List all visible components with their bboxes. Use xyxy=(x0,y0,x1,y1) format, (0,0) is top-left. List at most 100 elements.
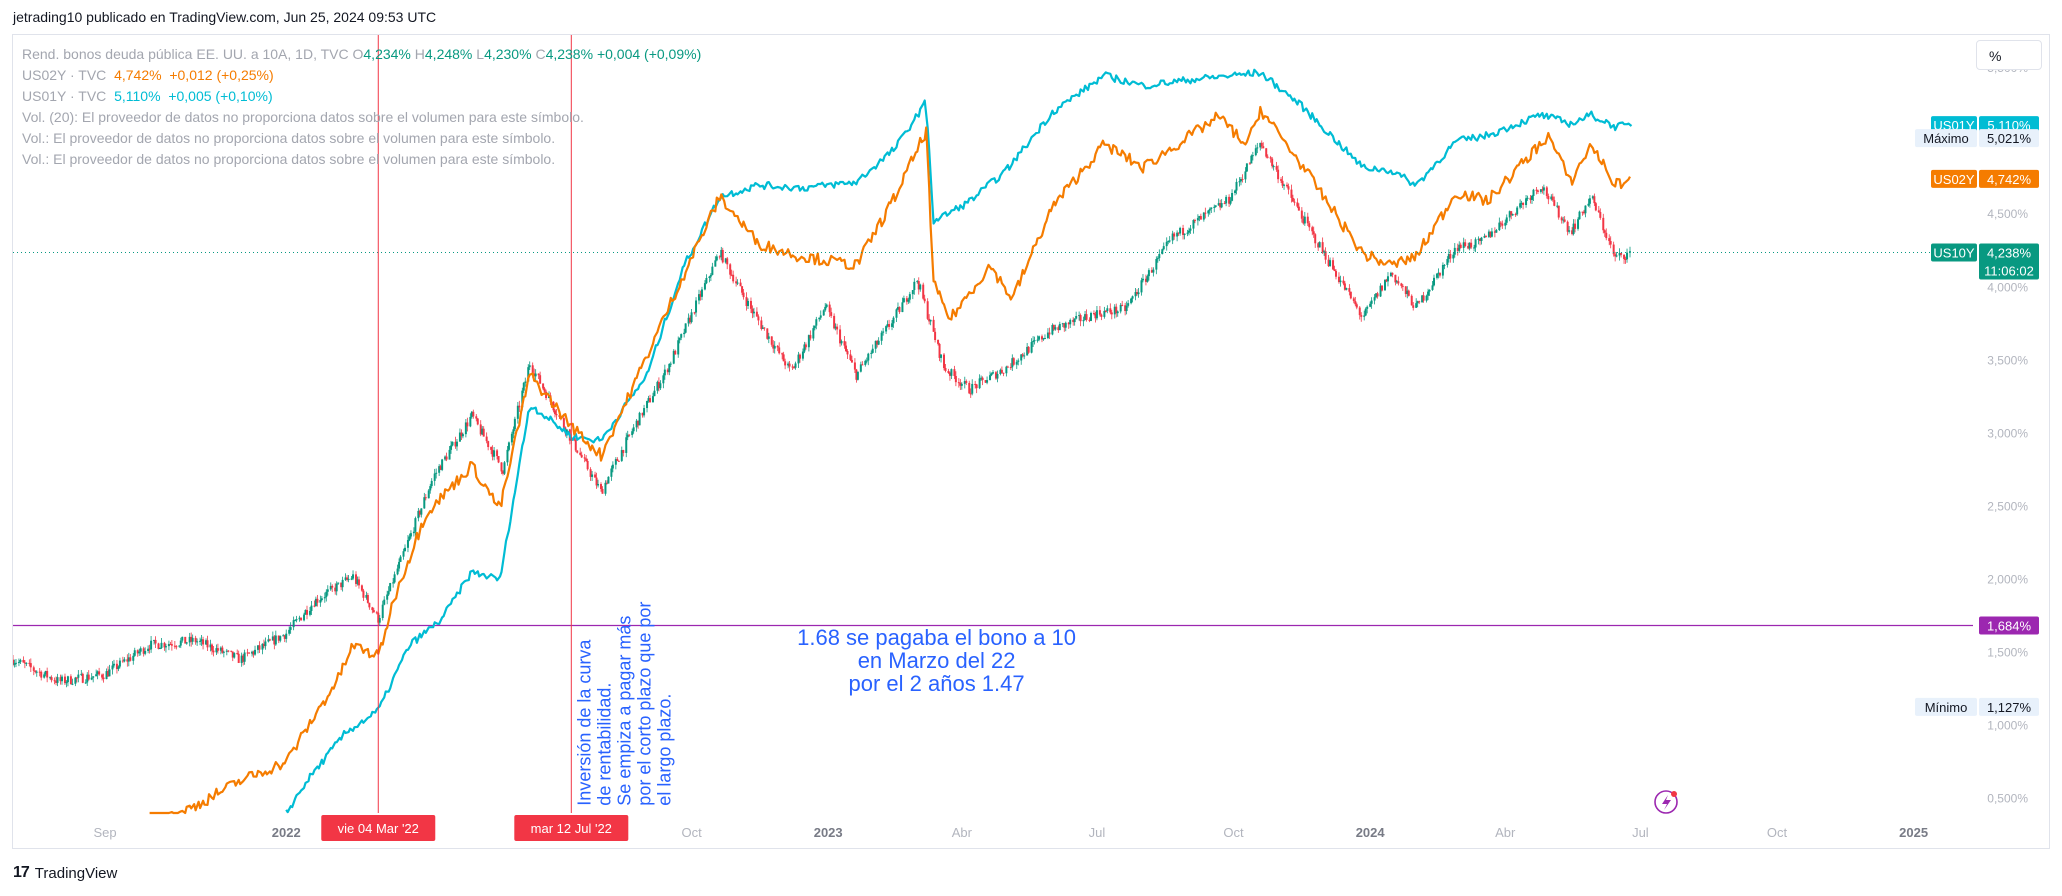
candle-body xyxy=(1281,180,1284,186)
candle-body xyxy=(233,653,236,658)
us10y-candle xyxy=(892,316,895,328)
candle-body xyxy=(865,360,868,362)
us10y-candle xyxy=(657,377,660,392)
us10y-candle xyxy=(1275,161,1278,172)
date-badge-label: vie 04 Mar '22 xyxy=(338,821,419,836)
us10y-candle xyxy=(304,609,307,615)
legend-us01y-row[interactable]: US01Y · TVC 5,110% +0,005 (+0,10%) xyxy=(22,86,701,107)
legend-main-row[interactable]: Rend. bonos deuda pública EE. UU. a 10A,… xyxy=(22,44,701,65)
candle-body xyxy=(736,282,739,284)
candle-body xyxy=(418,510,421,515)
us10y-candle xyxy=(732,270,735,284)
us10y-candle xyxy=(871,344,874,354)
us10y-candle xyxy=(1568,226,1571,234)
us10y-candle xyxy=(383,596,386,606)
candle-body xyxy=(864,360,867,365)
candle-body xyxy=(1155,258,1158,270)
candle-body xyxy=(1217,203,1220,206)
candle-body xyxy=(742,292,745,298)
us10y-candle xyxy=(1438,272,1441,278)
us10y-candle xyxy=(843,336,846,349)
legend-us02y-row[interactable]: US02Y · TVC 4,742% +0,012 (+0,25%) xyxy=(22,65,701,86)
candle-body xyxy=(1623,254,1626,259)
candle-body xyxy=(798,354,801,359)
us10y-candle xyxy=(360,584,363,592)
us10y-candle xyxy=(1038,335,1041,342)
us10y-candle xyxy=(212,645,215,657)
us10y-candle xyxy=(850,355,853,363)
candle-body xyxy=(1106,308,1109,311)
candle-body xyxy=(160,642,163,649)
candle-body xyxy=(386,594,389,600)
candle-body xyxy=(1314,234,1317,244)
candle-body xyxy=(804,344,807,348)
us10y-candle xyxy=(13,659,16,668)
candle-body xyxy=(1248,163,1251,165)
us10y-candle xyxy=(1327,254,1330,268)
price-label-mínimo[interactable]: Mínimo 1,127% xyxy=(1915,697,2039,716)
us10y-candle xyxy=(43,672,46,679)
vertical-marker-date[interactable]: mar 12 Jul '22 xyxy=(514,815,629,841)
candle-body xyxy=(601,488,604,494)
us10y-candle xyxy=(1329,257,1332,267)
us10y-candle xyxy=(87,670,90,681)
candle-body xyxy=(739,282,742,287)
candle-body xyxy=(56,677,59,683)
lightning-icon[interactable] xyxy=(1654,790,1678,814)
us10y-candle xyxy=(1219,199,1222,211)
candle-body xyxy=(1012,358,1015,365)
legend-us02y-value: 4,742% xyxy=(114,67,162,83)
candle-body xyxy=(108,669,111,677)
us10y-candle xyxy=(1629,246,1631,258)
us10y-candle xyxy=(711,262,714,276)
candle-body xyxy=(1441,264,1444,276)
us10y-candle xyxy=(840,339,843,346)
us10y-candle xyxy=(579,447,582,456)
price-label-us10y[interactable]: US10Y 4,238%11:06:02 xyxy=(1931,243,2039,280)
us10y-candle xyxy=(308,607,311,617)
price-label-us02y[interactable]: US02Y 4,742% xyxy=(1931,169,2039,188)
us10y-candle xyxy=(1140,277,1143,296)
candle-body xyxy=(659,383,662,389)
candle-body xyxy=(1198,216,1201,219)
candle-body xyxy=(1009,367,1012,369)
vertical-marker-date[interactable]: vie 04 Mar '22 xyxy=(321,815,436,841)
candle-body xyxy=(44,671,47,675)
us10y-candle xyxy=(1462,237,1465,253)
candle-body xyxy=(74,677,77,684)
candle-body xyxy=(372,610,375,613)
candle-body xyxy=(167,644,170,647)
us10y-candle xyxy=(1599,208,1602,220)
us10y-candle xyxy=(1311,225,1314,236)
candle-body xyxy=(699,294,702,297)
us10y-candle xyxy=(1560,216,1563,224)
candle-body xyxy=(591,474,594,477)
candle-body xyxy=(1119,304,1122,312)
x-tick-label: 2023 xyxy=(814,825,843,840)
candle-body xyxy=(614,459,617,465)
us10y-candle xyxy=(919,283,922,292)
candle-body xyxy=(1468,242,1471,249)
us10y-candle xyxy=(1245,163,1248,172)
candle-body xyxy=(1339,280,1342,283)
us10y-candle xyxy=(1615,252,1618,258)
percent-scale-button[interactable]: % xyxy=(1976,40,2042,70)
candle-body xyxy=(412,531,415,534)
us10y-candle xyxy=(469,413,472,428)
candle-body xyxy=(1124,305,1127,312)
chart-canvas[interactable]: 5,500%4,500%4,000%3,500%3,000%2,500%2,00… xyxy=(13,35,2049,848)
price-label-máximo[interactable]: Máximo 5,021% xyxy=(1915,129,2039,148)
us10y-candle xyxy=(1090,311,1092,322)
candle-body xyxy=(778,347,781,354)
candle-body xyxy=(901,302,904,313)
candle-body xyxy=(646,400,649,409)
candle-body xyxy=(1173,233,1176,237)
us10y-candle xyxy=(1593,193,1596,206)
us10y-candle xyxy=(791,364,794,370)
us10y-candle xyxy=(1302,215,1305,225)
price-label-hline[interactable]: 1,684% xyxy=(1979,616,2039,635)
candle-body xyxy=(450,445,453,450)
candle-body xyxy=(965,381,968,383)
candle-body xyxy=(126,659,129,662)
tradingview-logo[interactable]: 17 TradingView xyxy=(13,864,117,882)
